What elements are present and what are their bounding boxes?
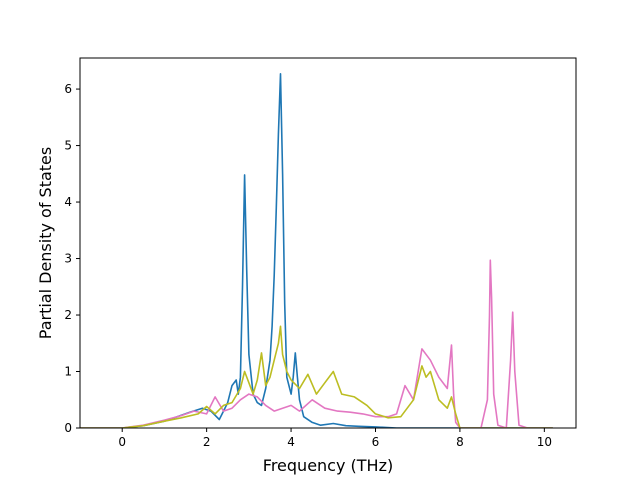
x-axis-ticks: 0 2 4 6 8 10: [118, 428, 552, 449]
x-axis-label: Frequency (THz): [263, 456, 393, 475]
x-tick-label: 4: [287, 435, 295, 449]
series-line-3: [80, 325, 553, 428]
y-tick-label: 3: [64, 252, 72, 266]
x-tick-label: 10: [537, 435, 552, 449]
x-tick-label: 0: [118, 435, 126, 449]
x-tick-label: 8: [456, 435, 464, 449]
y-axis-label: Partial Density of States: [36, 147, 55, 339]
plot-area: [79, 57, 577, 429]
x-tick-label: 2: [203, 435, 211, 449]
y-axis-ticks: 0 1 2 3 4 5 6: [64, 82, 80, 435]
y-tick-label: 5: [64, 139, 72, 153]
y-tick-label: 6: [64, 82, 72, 96]
x-tick-label: 6: [372, 435, 380, 449]
y-tick-label: 0: [64, 421, 72, 435]
plot-frame: [79, 57, 577, 429]
series-layer: [80, 73, 553, 428]
y-tick-label: 1: [64, 365, 72, 379]
series-line-1: [80, 73, 553, 428]
y-tick-label: 4: [64, 195, 72, 209]
series-line-2: [80, 259, 553, 428]
y-tick-label: 2: [64, 308, 72, 322]
